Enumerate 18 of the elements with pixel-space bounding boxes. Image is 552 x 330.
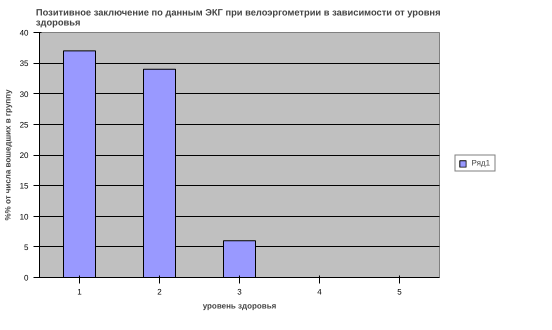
y-tick-label: 40 [20,28,30,38]
y-axis-title: %% от числа вошедших в группу [4,88,13,221]
y-tick-label: 20 [20,151,30,160]
y-tick-label: 15 [20,182,30,191]
x-tick-label: 5 [397,288,402,296]
y-tick-label: 0 [24,274,30,282]
x-tick-label: 3 [237,288,242,296]
chart-title: Позитивное заключение по данным ЭКГ при велоэргометрии в зависимости от уровня здоровья [36,8,441,28]
y-tick-label: 10 [20,212,30,222]
y-tick-label: 5 [24,242,30,252]
y-tick-label: 25 [20,120,30,130]
x-tick-label: 4 [317,288,322,296]
y-tick-label: 30 [20,90,30,99]
legend-label: Ряд1 [472,158,492,168]
x-tick-label: 2 [157,288,162,296]
x-tick-label: 1 [77,288,82,296]
x-axis-title: уровень здоровья [202,302,277,310]
y-tick-label: 35 [20,59,30,68]
